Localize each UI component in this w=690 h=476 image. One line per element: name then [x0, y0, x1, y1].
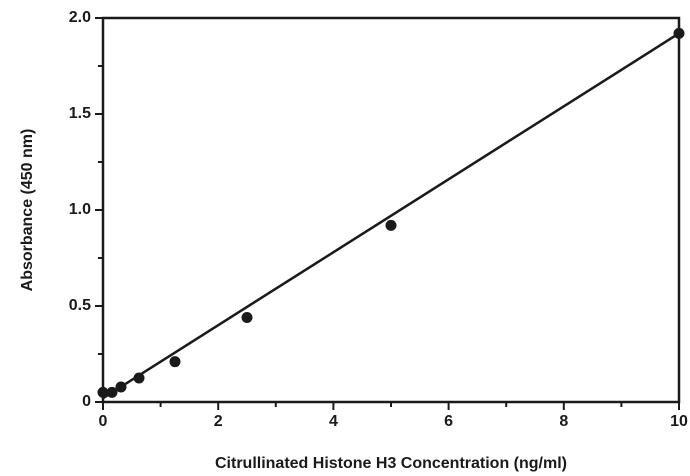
y-tick-label: 1.5	[69, 105, 91, 122]
data-point	[115, 381, 127, 393]
data-point	[169, 356, 181, 368]
y-tick-label: 2.0	[69, 9, 91, 26]
fit-line	[102, 32, 680, 400]
x-tick-label: 4	[329, 413, 338, 430]
y-tick-label: 0	[82, 393, 91, 410]
data-point	[241, 312, 253, 324]
data-point	[106, 386, 118, 398]
data-point	[673, 27, 685, 39]
x-tick-label: 2	[214, 413, 223, 430]
data-point	[97, 386, 109, 398]
x-tick-label: 8	[559, 413, 568, 430]
x-tick-label: 10	[670, 413, 688, 430]
x-tick-label: 0	[99, 413, 108, 430]
x-axis-label: Citrullinated Histone H3 Concentration (…	[215, 455, 567, 472]
data-point	[385, 219, 397, 231]
y-tick-label: 1.0	[69, 201, 91, 218]
x-tick-label: 6	[444, 413, 453, 430]
y-tick-label: 0.5	[69, 297, 91, 314]
y-axis-label: Absorbance (450 nm)	[19, 129, 36, 292]
data-point	[133, 372, 145, 384]
